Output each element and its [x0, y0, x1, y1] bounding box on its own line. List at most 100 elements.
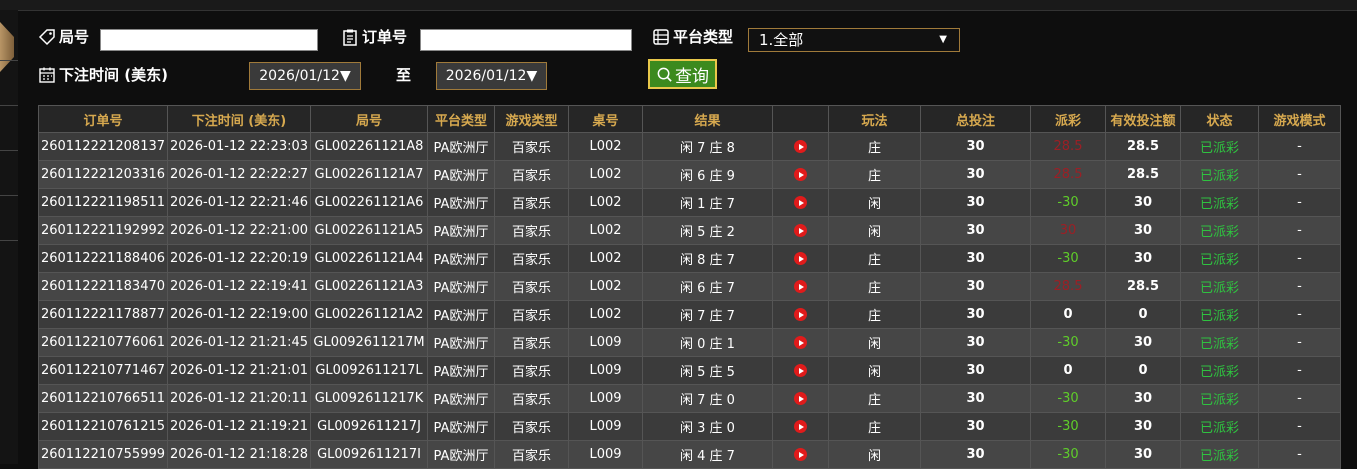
status: 已派彩 — [1180, 328, 1259, 357]
total-bet: 30 — [920, 272, 1031, 301]
replay-cell — [772, 132, 829, 161]
replay-icon[interactable] — [794, 224, 807, 237]
table-row: 260112221188406 2026-01-12 22:20:19 GL0022… — [38, 244, 1341, 273]
play: 庄 — [828, 132, 921, 161]
bet-time: 2026-01-12 21:18:28 — [167, 440, 311, 469]
replay-cell — [772, 440, 829, 469]
separator — [0, 195, 18, 196]
top-bar — [0, 0, 1357, 11]
table-id: L002 — [568, 132, 643, 161]
platform-select[interactable]: 1.全部 ▼ — [748, 28, 960, 52]
game-mode: - — [1258, 272, 1341, 301]
platform: PA欧洲厅 — [427, 160, 495, 189]
round-id: GL002261121A2 — [310, 300, 428, 329]
replay-cell — [772, 384, 829, 413]
bet-time: 2026-01-12 22:23:03 — [167, 132, 311, 161]
column-header: 总投注 — [920, 105, 1031, 133]
game-type: 百家乐 — [494, 244, 569, 273]
table-row: 260112221192992 2026-01-12 22:21:00 GL0022… — [38, 216, 1341, 245]
result: 闲 1 庄 7 — [642, 188, 773, 217]
column-header: 平台类型 — [427, 105, 495, 133]
order-input[interactable] — [420, 29, 632, 51]
result: 闲 0 庄 1 — [642, 328, 773, 357]
bet-time: 2026-01-12 21:21:01 — [167, 356, 311, 385]
replay-icon[interactable] — [794, 364, 807, 377]
status: 已派彩 — [1180, 300, 1259, 329]
game-mode: - — [1258, 440, 1341, 469]
table-id: L009 — [568, 440, 643, 469]
game-mode: - — [1258, 188, 1341, 217]
column-header: 玩法 — [828, 105, 921, 133]
total-bet: 30 — [920, 384, 1031, 413]
valid-bet: 30 — [1105, 244, 1181, 273]
table-row: 260112221198511 2026-01-12 22:21:46 GL0022… — [38, 188, 1341, 217]
bet-time: 2026-01-12 22:19:41 — [167, 272, 311, 301]
replay-icon[interactable] — [794, 448, 807, 461]
calendar-icon — [39, 67, 55, 83]
result: 闲 6 庄 9 — [642, 160, 773, 189]
replay-icon[interactable] — [794, 140, 807, 153]
replay-icon[interactable] — [794, 308, 807, 321]
payout: -30 — [1030, 412, 1106, 441]
platform: PA欧洲厅 — [427, 356, 495, 385]
round-id: GL0092611217J — [310, 412, 428, 441]
play: 庄 — [828, 272, 921, 301]
table-row: 260112210755999 2026-01-12 21:18:28 GL0092… — [38, 440, 1341, 469]
result: 闲 7 庄 7 — [642, 300, 773, 329]
total-bet: 30 — [920, 160, 1031, 189]
replay-icon[interactable] — [794, 196, 807, 209]
replay-cell — [772, 356, 829, 385]
valid-bet: 30 — [1105, 440, 1181, 469]
valid-bet: 28.5 — [1105, 160, 1181, 189]
to-label: 至 — [396, 64, 411, 85]
date-from[interactable]: 2026/01/12▼ — [249, 62, 361, 90]
platform: PA欧洲厅 — [427, 188, 495, 217]
label-text: 下注时间 (美东) — [59, 66, 168, 84]
replay-icon[interactable] — [794, 420, 807, 433]
replay-cell — [772, 216, 829, 245]
table-body: 260112221208137 2026-01-12 22:23:03 GL0022… — [38, 132, 1341, 469]
replay-icon[interactable] — [794, 336, 807, 349]
round-input[interactable] — [100, 29, 318, 51]
payout: 30 — [1030, 216, 1106, 245]
platform: PA欧洲厅 — [427, 328, 495, 357]
valid-bet: 30 — [1105, 216, 1181, 245]
round-id: GL0092611217I — [310, 440, 428, 469]
column-header: 游戏类型 — [494, 105, 569, 133]
play: 闲 — [828, 216, 921, 245]
replay-icon[interactable] — [794, 392, 807, 405]
label-text: 平台类型 — [673, 28, 734, 46]
payout: 0 — [1030, 300, 1106, 329]
game-type: 百家乐 — [494, 356, 569, 385]
replay-cell — [772, 188, 829, 217]
table-row: 260112221183470 2026-01-12 22:19:41 GL0022… — [38, 272, 1341, 301]
replay-cell — [772, 300, 829, 329]
status: 已派彩 — [1180, 440, 1259, 469]
table-row: 260112221178877 2026-01-12 22:19:00 GL0022… — [38, 300, 1341, 329]
replay-icon[interactable] — [794, 168, 807, 181]
result: 闲 4 庄 7 — [642, 440, 773, 469]
total-bet: 30 — [920, 300, 1031, 329]
payout: 28.5 — [1030, 132, 1106, 161]
replay-icon[interactable] — [794, 280, 807, 293]
play: 闲 — [828, 440, 921, 469]
play: 庄 — [828, 384, 921, 413]
query-button[interactable]: 查询 — [648, 59, 717, 89]
time-label: 下注时间 (美东) — [38, 64, 168, 85]
date-to[interactable]: 2026/01/12▼ — [436, 62, 547, 90]
round-id: GL002261121A3 — [310, 272, 428, 301]
tag-icon — [38, 28, 55, 45]
payout: 28.5 — [1030, 272, 1106, 301]
status: 已派彩 — [1180, 412, 1259, 441]
game-mode: - — [1258, 216, 1341, 245]
table-id: L002 — [568, 216, 643, 245]
sidebar-tab[interactable] — [0, 22, 14, 72]
clipboard-icon — [343, 29, 357, 46]
game-type: 百家乐 — [494, 440, 569, 469]
replay-icon[interactable] — [794, 252, 807, 265]
valid-bet: 30 — [1105, 384, 1181, 413]
game-type: 百家乐 — [494, 160, 569, 189]
total-bet: 30 — [920, 216, 1031, 245]
valid-bet: 30 — [1105, 412, 1181, 441]
